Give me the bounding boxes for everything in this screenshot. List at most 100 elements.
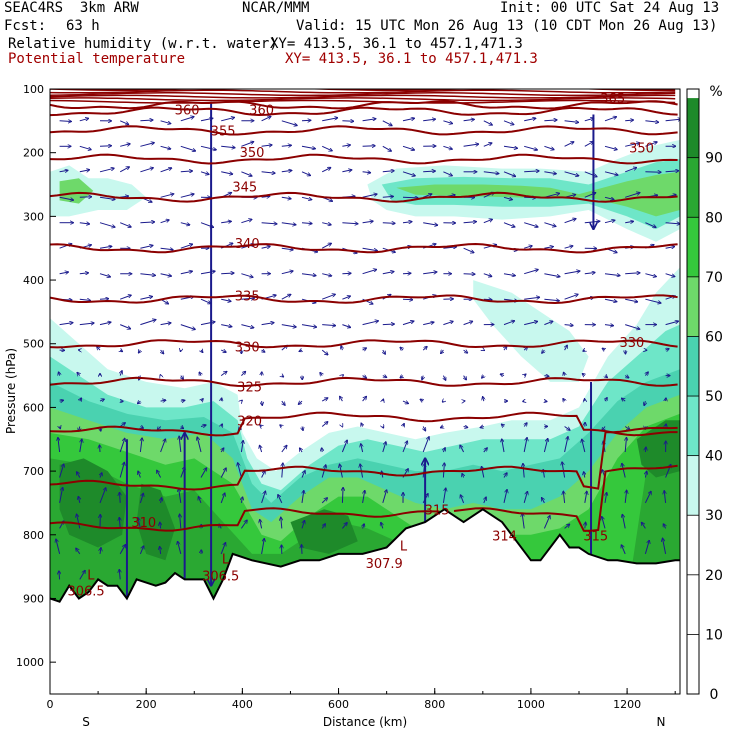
wind-vector	[59, 323, 73, 325]
wind-vector	[423, 171, 435, 172]
wind-vector	[241, 142, 253, 147]
wind-vector	[443, 321, 453, 326]
wind-vector	[585, 522, 586, 529]
wind-vector	[663, 524, 665, 529]
wind-vector	[100, 548, 101, 554]
wind-vector	[463, 427, 468, 428]
contour-label: 340	[235, 237, 260, 252]
wind-vector	[362, 396, 367, 402]
contour-label: 315	[583, 530, 608, 545]
wind-vector	[261, 145, 273, 146]
isentrope-upper	[50, 92, 676, 97]
wind-vector	[602, 516, 606, 529]
x-tick-label: 1000	[517, 698, 545, 711]
wind-vector	[221, 273, 234, 274]
wind-vector	[622, 463, 626, 478]
wind-vector	[645, 372, 648, 376]
wind-vector	[200, 425, 206, 427]
wind-vector	[523, 491, 527, 504]
wind-vector	[382, 145, 392, 151]
wind-vector	[140, 245, 153, 249]
wind-vector	[524, 145, 537, 150]
rh-mid-30	[473, 280, 589, 382]
wind-vector	[180, 324, 196, 330]
wind-vector	[282, 463, 283, 478]
wind-vector	[282, 400, 285, 405]
wind-vector	[119, 120, 129, 125]
isentrope-330	[50, 339, 678, 349]
wind-vector	[604, 274, 620, 276]
forecast-label: Fcst:	[4, 18, 47, 34]
wind-vector	[362, 146, 376, 147]
wind-vector	[604, 220, 615, 224]
wind-vector	[321, 145, 332, 151]
wind-vector	[160, 273, 172, 276]
wind-vector	[99, 488, 106, 504]
wind-vector	[322, 223, 331, 225]
wind-vector	[99, 146, 112, 147]
x-axis-label: Distance (km)	[323, 715, 407, 729]
wind-vector	[322, 448, 323, 453]
wind-vector	[302, 490, 304, 503]
colorbar-tick-label: 30	[705, 508, 723, 524]
colorbar-band	[687, 98, 699, 158]
wind-vector	[622, 514, 626, 529]
wind-vector	[605, 398, 607, 402]
wind-vector	[180, 194, 194, 198]
y-axis-label: Pressure (hPa)	[4, 348, 18, 434]
contour-label: 345	[232, 181, 257, 196]
wind-vector	[382, 196, 394, 197]
wind-vector	[544, 145, 554, 149]
wind-vector	[564, 219, 577, 224]
wind-vector	[99, 168, 114, 173]
rh-core-90-c	[290, 509, 358, 554]
wind-vector	[221, 221, 231, 222]
wind-vector	[180, 117, 194, 122]
colorbar-band	[687, 157, 699, 218]
wind-vector	[362, 376, 367, 379]
wind-vector	[137, 401, 140, 404]
x-tick-label: 0	[47, 698, 54, 711]
wind-vector	[402, 441, 407, 453]
wind-vector	[362, 247, 378, 251]
wind-vector	[181, 376, 184, 380]
wind-vector	[665, 247, 675, 249]
wind-vector	[544, 376, 549, 377]
wind-vector	[665, 119, 680, 121]
contour-label: 310	[131, 516, 156, 531]
field2-name: Potential temperature	[8, 51, 186, 67]
wind-vector	[342, 170, 352, 172]
wind-vector	[361, 423, 363, 427]
contour-label: 355	[211, 125, 236, 140]
wind-vector	[322, 325, 336, 326]
wind-vector	[221, 299, 231, 301]
wind-vector	[443, 171, 452, 176]
isentrope-360	[50, 106, 678, 117]
wind-vector	[99, 246, 112, 248]
terrain-line	[50, 508, 680, 603]
wind-vector	[301, 274, 316, 276]
wind-vector	[120, 350, 122, 352]
wind-vector	[140, 120, 153, 121]
wind-vector	[260, 519, 262, 529]
y-tick-label: 100	[23, 83, 44, 96]
wind-vector	[178, 541, 182, 555]
wind-vector	[200, 171, 209, 175]
wind-vector	[180, 271, 193, 275]
wind-vector	[220, 371, 227, 377]
wind-vector	[200, 145, 216, 150]
wind-vector	[544, 321, 553, 326]
center-title: NCAR/MMM	[242, 0, 310, 16]
wind-vector	[341, 346, 342, 351]
wind-vector	[383, 349, 386, 354]
wind-vector	[321, 243, 331, 249]
wind-vector	[322, 294, 335, 300]
wind-vector	[59, 372, 60, 376]
wind-vector	[120, 492, 121, 503]
isentrope-upper	[50, 97, 676, 102]
wind-vector	[621, 398, 626, 401]
wind-vector	[524, 171, 539, 172]
contour-label: 365	[600, 92, 625, 107]
colorbar-tick-label: 60	[705, 329, 723, 345]
wind-vector	[241, 497, 242, 503]
